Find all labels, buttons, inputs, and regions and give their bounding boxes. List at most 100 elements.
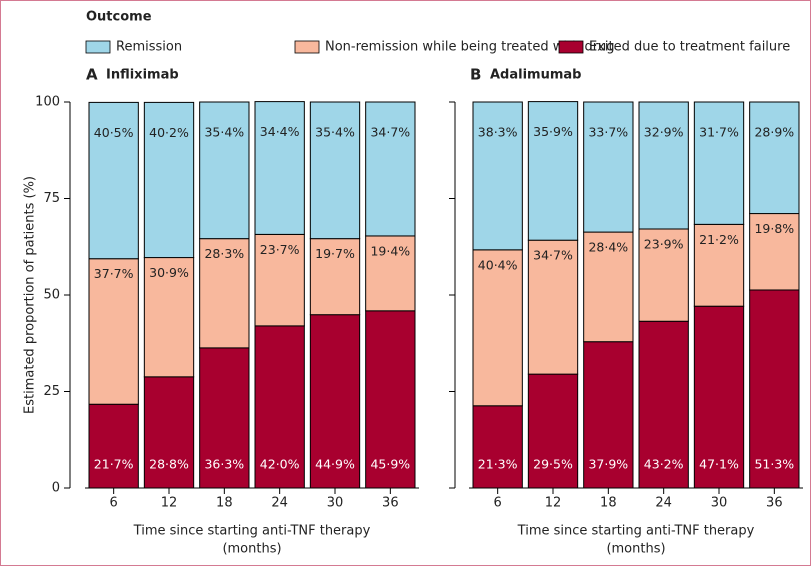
value-label: 19·4% — [370, 243, 410, 258]
panel-letter: A — [86, 66, 98, 84]
value-label: 21·3% — [478, 457, 518, 472]
value-label: 37·9% — [588, 457, 628, 472]
bar-segment — [638, 228, 689, 322]
x-axis-label: Time since starting anti-TNF therapy — [517, 524, 755, 539]
bar-segment — [143, 101, 195, 259]
bar-segment — [749, 289, 800, 489]
value-label: 40·5% — [94, 125, 134, 140]
value-label: 28·8% — [149, 457, 189, 472]
x-axis-label: Time since starting anti-TNF therapy — [133, 524, 371, 539]
legend-title: Outcome — [86, 10, 152, 25]
value-label: 44·9% — [315, 457, 355, 472]
legend-label: Non-remission while being treated with d… — [325, 40, 615, 55]
bar-segment — [88, 258, 139, 405]
value-label: 21·2% — [699, 232, 739, 247]
value-label: 34·7% — [533, 248, 573, 263]
bar-segment — [472, 249, 523, 407]
legend-label: Exited due to treatment failure — [589, 40, 790, 55]
y-tick-label: 25 — [43, 384, 60, 399]
x-tick-label: 18 — [600, 496, 617, 511]
panel-title: Infliximab — [106, 68, 179, 83]
value-label: 37·7% — [94, 266, 134, 281]
x-axis-label: (months) — [222, 542, 281, 557]
value-label: 36·3% — [204, 457, 244, 472]
y-axis-label: Estimated proportion of patients (%) — [23, 176, 38, 414]
y-tick-label: 100 — [35, 95, 60, 110]
value-label: 31·7% — [699, 125, 739, 140]
bar-segment — [583, 341, 634, 489]
bar-segment — [527, 239, 579, 375]
bar-segment — [693, 223, 745, 307]
x-tick-label: 24 — [271, 496, 288, 511]
value-label: 21·7% — [94, 457, 134, 472]
y-tick-label: 75 — [43, 191, 60, 206]
value-label: 47·1% — [699, 457, 739, 472]
value-label: 42·0% — [260, 457, 300, 472]
bar-segment — [749, 101, 800, 215]
y-tick-label: 50 — [43, 288, 60, 303]
x-axis-label: (months) — [606, 542, 665, 557]
bar-segment — [88, 101, 139, 260]
value-label: 29·5% — [533, 457, 573, 472]
value-label: 28·3% — [204, 246, 244, 261]
bar-segment — [309, 314, 361, 489]
legend-swatch — [558, 40, 584, 54]
panel-title: Adalimumab — [490, 68, 581, 83]
value-label: 38·3% — [478, 125, 518, 140]
x-tick-label: 36 — [766, 496, 783, 511]
value-label: 30·9% — [149, 265, 189, 280]
bar-segment — [88, 403, 139, 489]
value-label: 34·4% — [260, 124, 300, 139]
bar-segment — [693, 305, 745, 489]
bar-segment — [583, 231, 634, 343]
value-label: 35·9% — [533, 124, 573, 139]
value-label: 23·9% — [644, 236, 684, 251]
value-label: 35·4% — [315, 125, 355, 140]
bar-segment — [527, 373, 579, 489]
bar-segment — [472, 101, 523, 251]
bar-segment — [199, 101, 250, 240]
value-label: 40·2% — [149, 125, 189, 140]
x-tick-label: 30 — [711, 496, 728, 511]
value-label: 32·9% — [644, 125, 684, 140]
x-tick-label: 30 — [327, 496, 344, 511]
bar-segment — [365, 235, 416, 312]
y-tick-label: 0 — [52, 481, 60, 496]
x-tick-label: 6 — [494, 496, 502, 511]
panel-letter: B — [470, 66, 481, 84]
bar-segment — [365, 101, 416, 237]
bar-segment — [199, 238, 250, 349]
bar-segment — [472, 405, 523, 489]
x-tick-label: 6 — [110, 496, 118, 511]
legend-label: Remission — [116, 40, 182, 55]
x-tick-label: 12 — [161, 496, 178, 511]
value-label: 35·4% — [204, 125, 244, 140]
x-tick-label: 24 — [655, 496, 672, 511]
value-label: 45·9% — [370, 457, 410, 472]
bar-segment — [254, 325, 305, 489]
value-label: 28·9% — [754, 125, 794, 140]
bar-segment — [583, 101, 634, 233]
bar-segment — [309, 101, 361, 240]
legend-swatch — [294, 40, 320, 54]
bar-segment — [638, 101, 689, 230]
bar-segment — [254, 233, 305, 327]
value-label: 34·7% — [370, 125, 410, 140]
bar-segment — [254, 101, 305, 235]
bar-segment — [365, 310, 416, 489]
value-label: 19·8% — [754, 221, 794, 236]
value-label: 33·7% — [588, 125, 628, 140]
x-tick-label: 36 — [382, 496, 399, 511]
value-label: 40·4% — [478, 257, 518, 272]
value-label: 23·7% — [260, 242, 300, 257]
bar-segment — [527, 101, 579, 241]
bar-segment — [199, 347, 250, 489]
value-label: 43·2% — [644, 457, 684, 472]
bar-segment — [309, 238, 361, 316]
value-label: 19·7% — [315, 246, 355, 261]
x-tick-label: 12 — [545, 496, 562, 511]
x-tick-label: 18 — [216, 496, 233, 511]
bar-segment — [693, 101, 745, 225]
value-label: 28·4% — [588, 240, 628, 255]
